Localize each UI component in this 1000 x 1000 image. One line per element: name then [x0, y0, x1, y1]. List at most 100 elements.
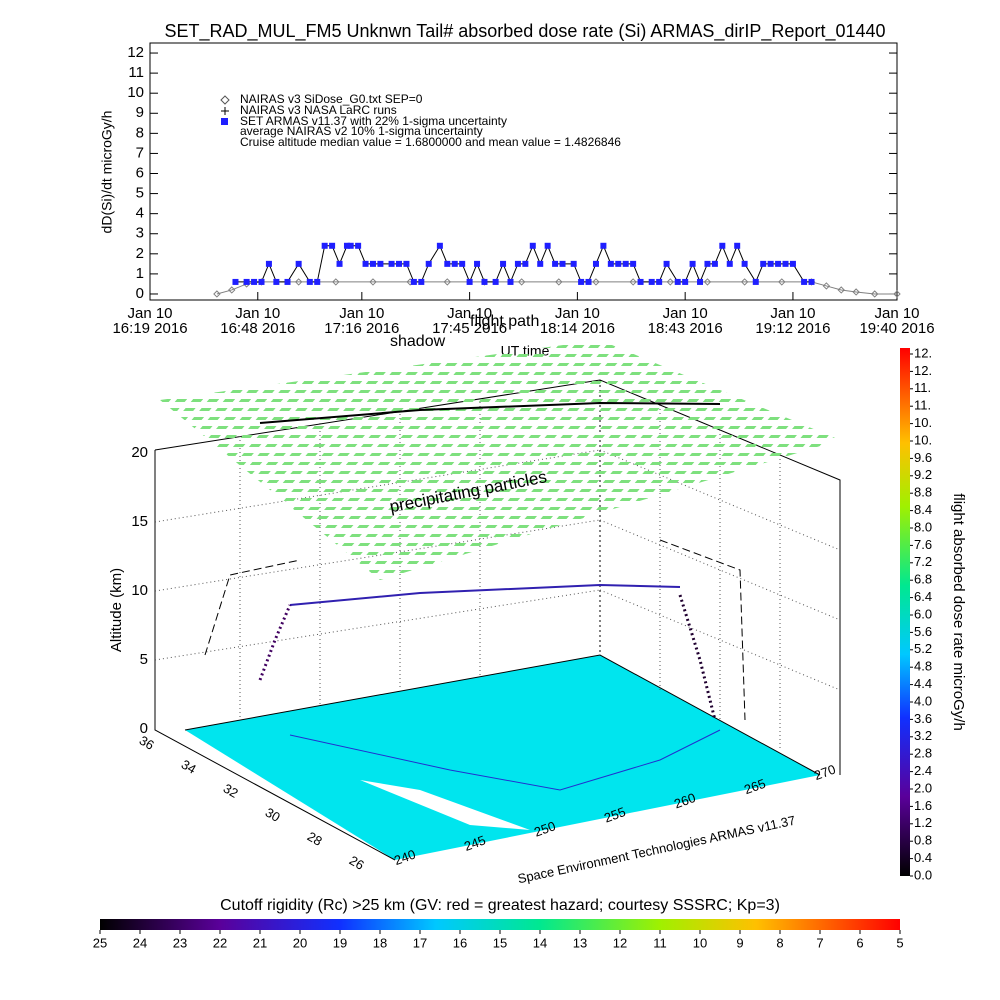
- data-point: [492, 278, 499, 285]
- data-point: [517, 278, 526, 286]
- data-point: [704, 260, 711, 267]
- lon-tick-label: 260: [672, 790, 698, 812]
- data-point: [295, 260, 302, 267]
- colorbar-tick-label: 9: [736, 935, 743, 950]
- data-point: [474, 260, 481, 267]
- data-point: [752, 278, 759, 285]
- colorbar-tick-label: 4.0: [914, 693, 932, 708]
- y-tick-label: 6: [136, 164, 144, 181]
- colorbar-tick-label: 21: [253, 935, 267, 950]
- colorbar-tick-label: 1.2: [914, 815, 932, 830]
- colorbar-tick-label: 6.0: [914, 606, 932, 621]
- data-point: [760, 260, 767, 267]
- y-tick-label: 12: [127, 44, 144, 61]
- x-tick-label: Jan 10 16:48 2016: [220, 305, 296, 337]
- data-point: [775, 260, 782, 267]
- lon-tick-label: 245: [462, 832, 488, 854]
- colorbar-tick-label: 0.8: [914, 833, 932, 848]
- colorbar-tick-label: 7: [816, 935, 823, 950]
- colorbar-tick-label: 5: [896, 935, 903, 950]
- data-point: [719, 242, 726, 249]
- data-point: [782, 260, 789, 267]
- data-point: [362, 260, 369, 267]
- data-point: [852, 288, 860, 296]
- colorbar-tick-label: 6: [856, 935, 863, 950]
- z-axis-label: Altitude (km): [108, 568, 125, 652]
- colorbar-tick-label: 12.: [914, 363, 932, 378]
- data-point: [689, 260, 696, 267]
- data-point: [443, 278, 452, 286]
- y-axis-label: dD(Si)/dt microGy/h: [99, 111, 115, 234]
- legend-note: average NAIRAS v2 10% 1-sigma uncertaint…: [240, 124, 483, 138]
- annotation: flight path: [470, 313, 539, 330]
- data-point: [232, 278, 239, 285]
- colorbar-tick-label: 17: [413, 935, 427, 950]
- legend-note: Cruise altitude median value = 1.6800000…: [240, 135, 621, 149]
- data-point: [808, 278, 815, 285]
- data-point: [228, 286, 236, 294]
- colorbar-tick-label: 3.6: [914, 711, 932, 726]
- annotation: shadow: [390, 333, 446, 350]
- x-tick-label: Jan 10 19:40 2016: [859, 305, 935, 337]
- data-point: [343, 242, 350, 249]
- colorbar-tick-label: 9.6: [914, 450, 932, 465]
- colorbar-tick-label: 6.4: [914, 589, 932, 604]
- data-point: [578, 278, 585, 285]
- data-point: [837, 286, 845, 294]
- data-point: [600, 242, 607, 249]
- data-point: [369, 260, 376, 267]
- data-point: [726, 260, 733, 267]
- data-point: [347, 242, 354, 249]
- data-point: [544, 242, 551, 249]
- y-tick-label: 7: [136, 144, 144, 161]
- data-point: [213, 290, 221, 298]
- colorbar-tick-label: 9.2: [914, 467, 932, 482]
- colorbar-tick-label: 8.8: [914, 485, 932, 500]
- y-tick-label: 4: [136, 205, 144, 222]
- colorbar-tick-label: 23: [173, 935, 187, 950]
- data-point: [607, 260, 614, 267]
- lat-tick-label: 26: [347, 853, 367, 873]
- data-point: [336, 260, 343, 267]
- data-point: [403, 260, 410, 267]
- lon-tick-label: 265: [742, 776, 768, 798]
- data-point: [451, 260, 458, 267]
- data-point: [284, 278, 291, 285]
- data-point: [674, 278, 681, 285]
- data-point: [273, 278, 280, 285]
- data-point: [329, 242, 336, 249]
- colorbar-tick-label: 11: [653, 935, 667, 950]
- y-tick-label: 5: [136, 185, 144, 202]
- data-point: [711, 260, 718, 267]
- data-point: [789, 260, 796, 267]
- data-point: [265, 260, 272, 267]
- z-tick-label: 0: [140, 720, 148, 737]
- colorbar-tick-label: 12.: [914, 345, 932, 360]
- colorbar-tick-label: 8: [776, 935, 783, 950]
- data-point: [703, 278, 712, 286]
- lon-tick-label: 250: [532, 818, 558, 840]
- lat-tick-label: 28: [305, 829, 325, 849]
- x-tick-label: Jan 10 16:19 2016: [112, 305, 188, 337]
- lat-tick-label: 34: [179, 757, 199, 777]
- lon-tick-label: 270: [812, 762, 838, 784]
- data-point: [243, 278, 250, 285]
- data-point: [258, 278, 265, 285]
- x-tick-label: Jan 10 17:45 2016: [432, 305, 508, 337]
- y-tick-label: 9: [136, 104, 144, 121]
- data-point: [425, 260, 432, 267]
- data-point: [537, 260, 544, 267]
- data-point: [630, 260, 637, 267]
- lat-tick-label: 30: [263, 805, 283, 825]
- data-point: [767, 260, 774, 267]
- data-point: [410, 278, 417, 285]
- data-point: [663, 260, 670, 267]
- colorbar: [100, 919, 900, 930]
- colorbar-tick-label: 2.4: [914, 763, 932, 778]
- data-point: [740, 278, 749, 286]
- data-point: [615, 260, 622, 267]
- plot-frame: [149, 42, 898, 301]
- legend-symbol: [220, 95, 230, 105]
- colorbar: [900, 348, 910, 876]
- data-point: [436, 242, 443, 249]
